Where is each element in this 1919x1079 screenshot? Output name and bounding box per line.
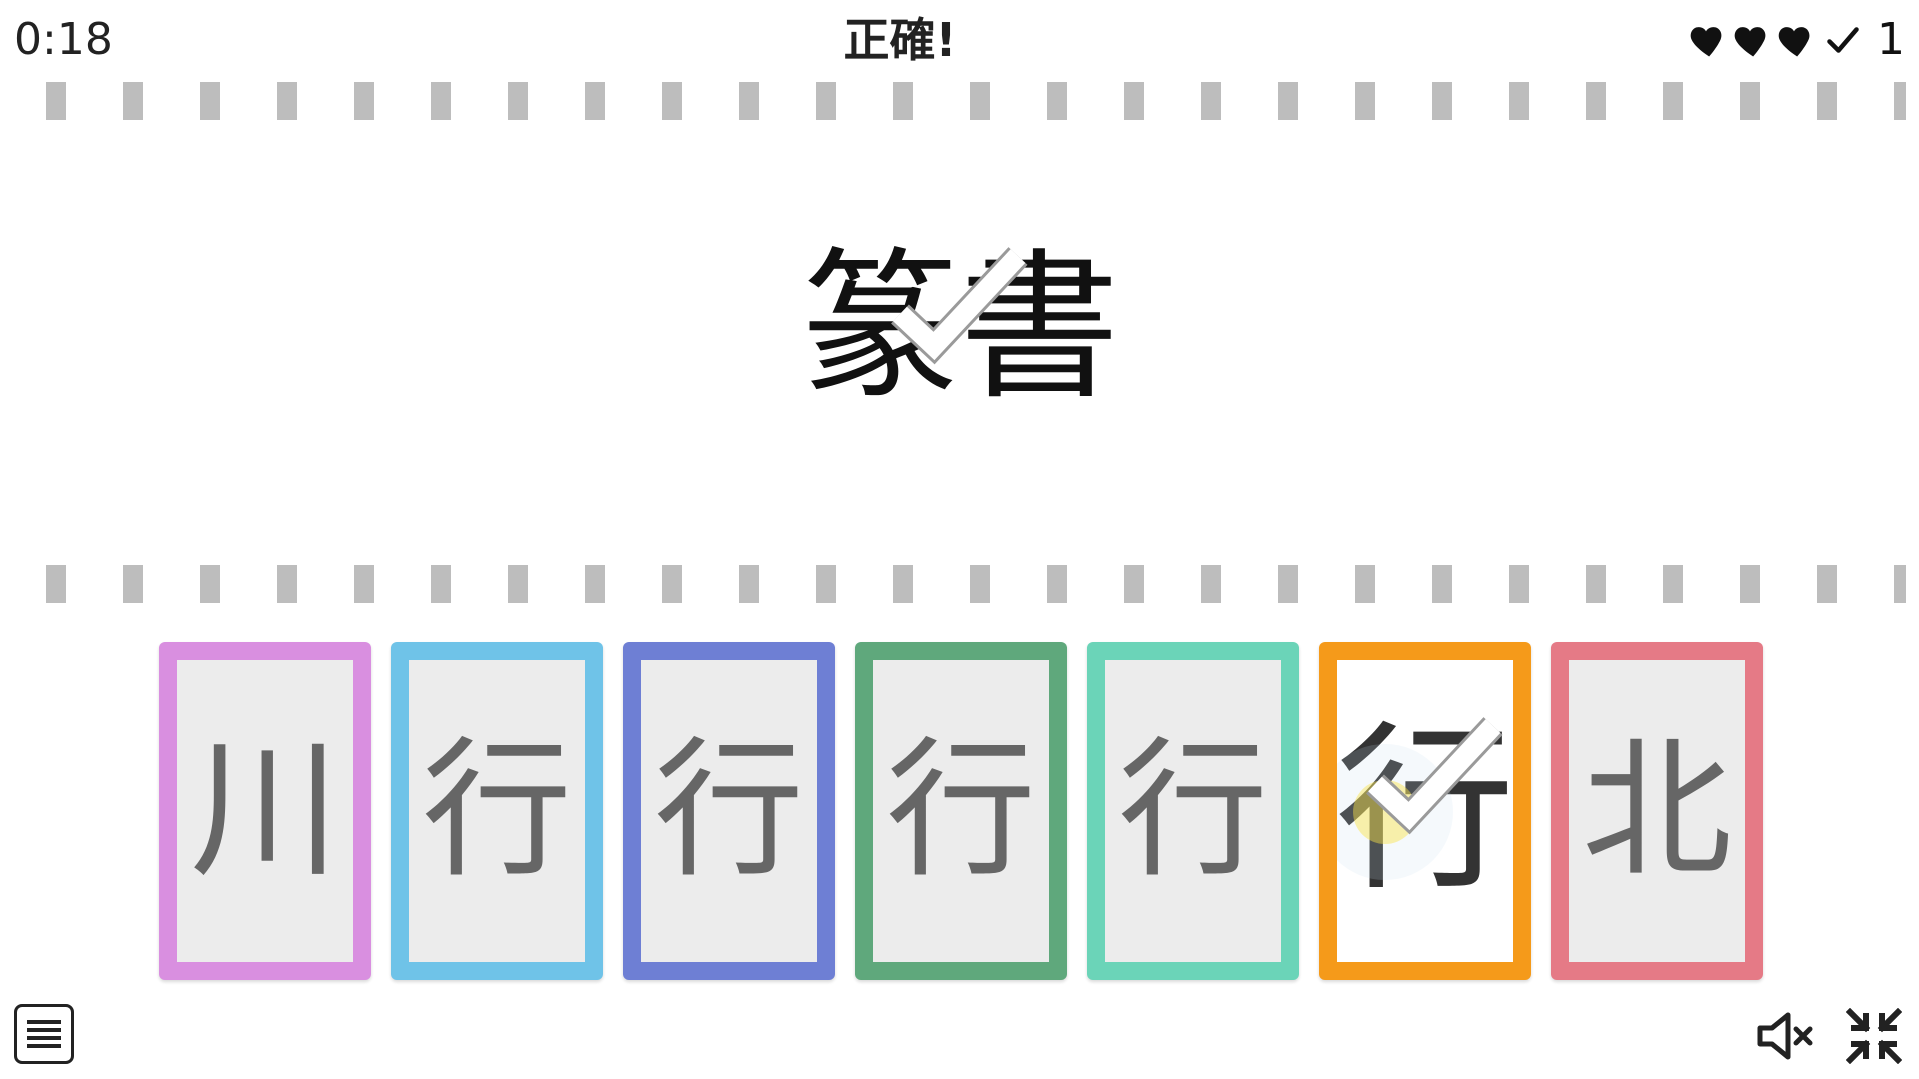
- menu-button[interactable]: [14, 1004, 74, 1064]
- check-icon: [1366, 717, 1503, 835]
- status-message: 正確!: [843, 13, 957, 67]
- card-face: 川: [177, 660, 353, 962]
- answer-card[interactable]: 行: [391, 642, 603, 980]
- bottom-dashed-divider: [36, 564, 1906, 604]
- lives-and-score: 1: [1685, 12, 1905, 68]
- hamburger-icon: [27, 1020, 61, 1048]
- answer-card[interactable]: 行: [855, 642, 1067, 980]
- card-glyph: 行: [421, 724, 572, 898]
- check-icon: [1827, 27, 1859, 53]
- card-glyph: 川: [189, 724, 340, 898]
- card-face: 行: [873, 660, 1049, 962]
- answer-card-selected[interactable]: 行: [1319, 642, 1531, 980]
- answer-card[interactable]: 行: [1087, 642, 1299, 980]
- answer-card[interactable]: 行: [623, 642, 835, 980]
- top-dashed-divider: [36, 81, 1906, 121]
- card-glyph: 北: [1581, 724, 1732, 898]
- answer-card[interactable]: 北: [1551, 642, 1763, 980]
- card-face: 行: [409, 660, 585, 962]
- answer-card[interactable]: 川: [159, 642, 371, 980]
- heart-icon: [1778, 27, 1810, 57]
- card-glyph: 行: [1117, 724, 1268, 898]
- check-icon: [891, 247, 1028, 365]
- card-face: 行: [1337, 660, 1513, 962]
- heart-icon: [1690, 27, 1722, 57]
- score: 1: [1877, 14, 1905, 65]
- answer-cards: 川 行 行 行 行 行 北: [159, 642, 1763, 980]
- timer: 0:18: [14, 14, 113, 65]
- card-glyph: 行: [653, 724, 804, 898]
- card-face: 行: [1105, 660, 1281, 962]
- speaker-mute-icon[interactable]: [1756, 1010, 1816, 1062]
- heart-icon: [1734, 27, 1766, 57]
- card-face: 北: [1569, 660, 1745, 962]
- card-face: 行: [641, 660, 817, 962]
- exit-fullscreen-icon[interactable]: [1846, 1008, 1902, 1064]
- card-glyph: 行: [885, 724, 1036, 898]
